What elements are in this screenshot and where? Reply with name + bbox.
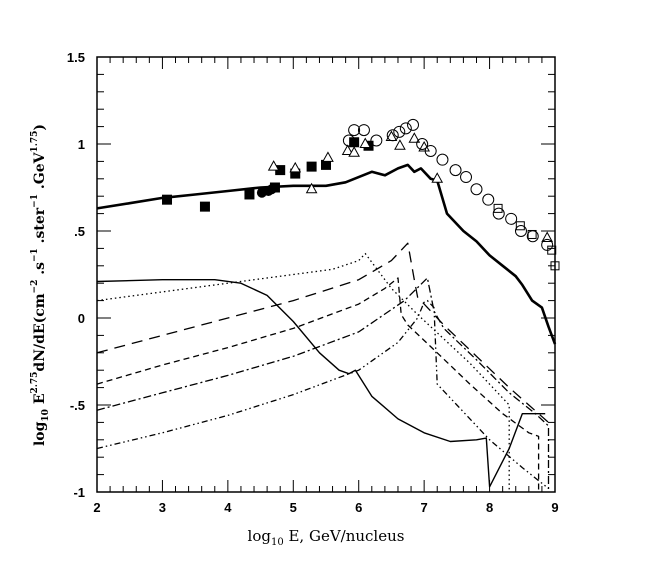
marker-square-open [550,261,560,271]
x-tick-label: 3 [159,500,166,515]
y-title-e2: −1 [30,248,40,262]
y-title-E: E [32,394,48,410]
marker-square-filled [306,161,317,172]
marker-circle-open [505,212,518,225]
series-line-dash-dot-dot [96,299,549,490]
marker-circle-open [492,207,505,220]
marker-square-filled [290,168,301,179]
x-tick-label: 5 [290,500,297,515]
x-tick-label: 4 [224,500,232,515]
marker-circle-filled [266,184,277,195]
marker-square-filled [199,201,210,212]
y-title-close: ) [32,124,48,131]
marker-triangle-open [322,151,334,162]
x-axis-title: log10 E, GeV/nucleus [248,527,405,548]
x-tick-label: 6 [355,500,362,515]
series-line-solid-thick [96,163,557,345]
marker-square-open [547,245,557,255]
marker-triangle-open [267,160,280,171]
marker-circle-open [399,122,412,135]
marker-circle-open [526,230,539,243]
y-title-e3: −1 [30,194,40,208]
marker-circle-open [482,193,495,206]
marker-circle-open [436,153,449,166]
series-line-dotted [96,252,510,492]
marker-square-filled [321,159,331,170]
y-title-e4: 1.75 [30,131,40,153]
marker-circle-open [470,183,483,196]
x-tick-label: 2 [93,500,100,515]
y-tick-label: 1 [78,137,85,152]
marker-circle-open [348,124,361,137]
x-axis-title-log: log [248,527,272,545]
marker-triangle-open [394,139,406,150]
marker-triangle-open [289,161,302,173]
marker-triangle-open [348,146,360,157]
marker-circle-open [370,134,383,147]
marker-circle-open [514,225,527,237]
series-line-dash-dot [96,277,550,492]
y-tick-label: -.5 [70,398,85,413]
y-title-gev: .GeV [32,151,48,194]
y-tick-label: 1.5 [67,50,85,65]
series-line-long-dash [96,242,549,423]
marker-circle-open [342,134,355,147]
marker-circle-open [393,125,406,138]
series-layer [96,163,557,492]
marker-circle-open [386,129,399,142]
marker-triangle-open [305,182,318,194]
marker-circle-open [541,238,554,251]
x-tick-label: 8 [486,500,493,515]
marker-circle-open [460,171,473,184]
series-line-short-dash [96,277,540,492]
y-tick-label: .5 [74,224,85,239]
y-title-body: dN/dE(cm [32,293,48,371]
y-title-exp: 2.75 [30,372,40,394]
marker-square-filled [244,189,255,200]
x-tick-label: 9 [551,500,558,515]
y-axis-title: log10 E2.75dN/dE(cm−2 .s−1 .ster−1 .GeV1… [30,124,51,446]
marker-triangle-open [359,137,372,148]
marker-triangle-open [431,172,444,183]
marker-square-open [527,229,537,239]
marker-square-filled [275,165,286,176]
marker-circle-open [357,124,370,137]
marker-triangle-open [341,144,354,155]
y-tick-labels: -1 -.5 0 .5 1 1.5 [67,50,85,500]
axis-ticks [96,56,556,493]
marker-triangle-open [408,132,421,143]
marker-square-open [493,203,503,213]
y-tick-label: -1 [73,485,85,500]
points-layer [162,118,560,271]
series-line-solid [96,279,546,488]
y-title-log: log [32,421,48,446]
marker-circle-open [424,144,437,157]
y-tick-label: 0 [78,311,85,326]
marker-circle-open [449,164,462,177]
marker-square-filled [162,194,173,205]
y-title-s: .s [32,262,48,280]
y-title-e1: −2 [30,280,40,294]
x-tick-label: 7 [421,500,428,515]
y-title-sub: 10 [41,409,51,422]
y-title-ster: .ster [32,207,48,248]
x-axis-title-sub: 10 [271,537,284,548]
x-axis-title-rest: E, GeV/nucleus [284,527,405,545]
plot-frame [96,56,556,493]
marker-circle-open [416,138,429,150]
x-tick-labels: 2 3 4 5 6 7 8 9 [93,500,558,515]
marker-triangle-open [541,231,553,242]
marker-circle-open [407,118,420,131]
marker-square-open [515,221,525,231]
